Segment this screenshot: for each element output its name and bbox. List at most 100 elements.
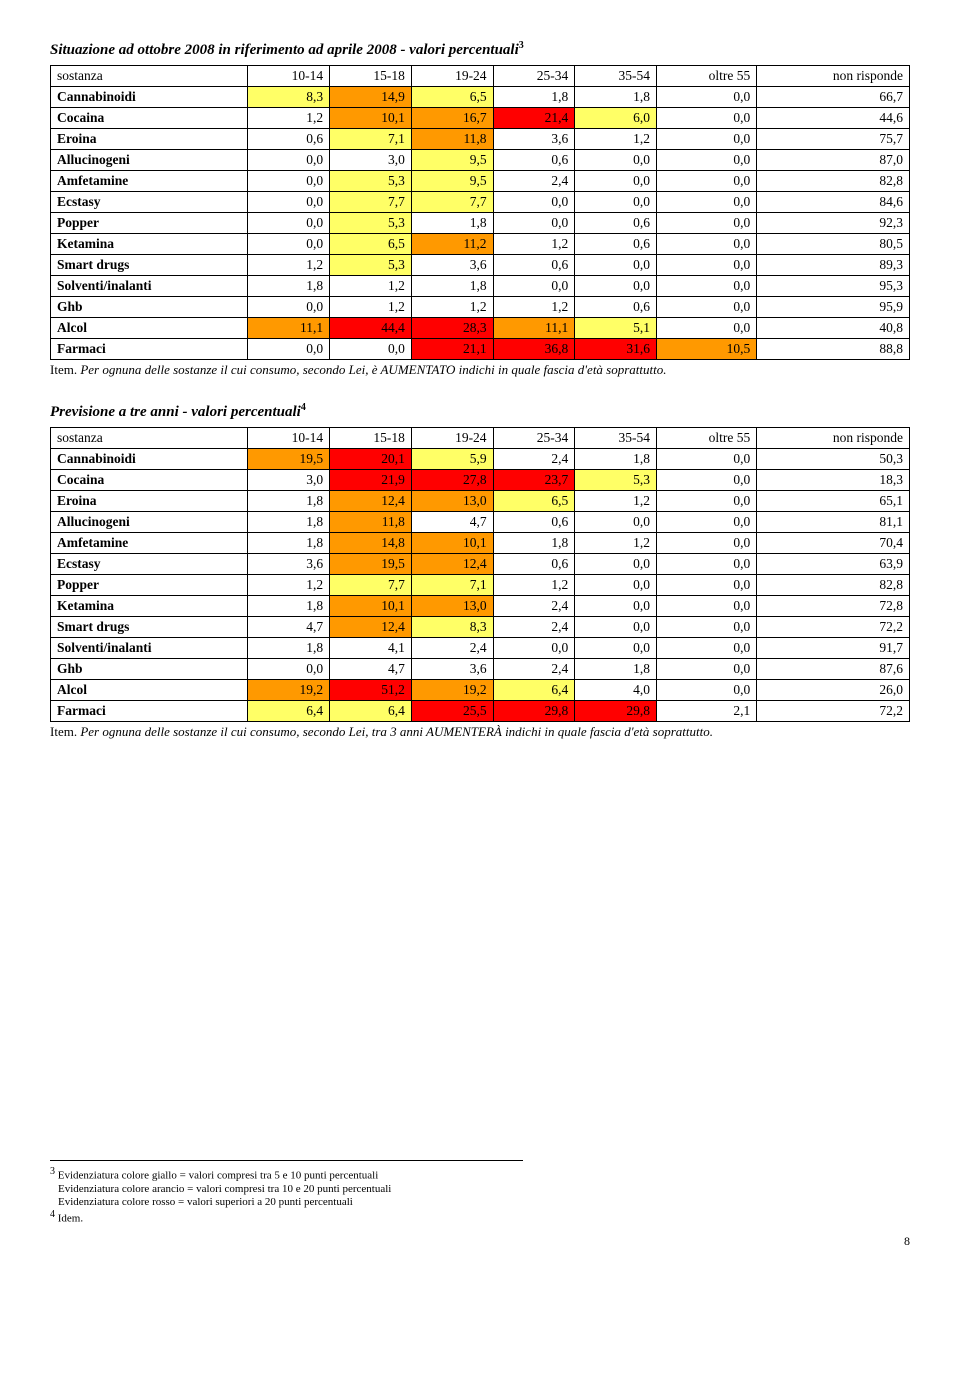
data-cell: 27,8 [411,470,493,491]
data-cell: 0,0 [575,554,657,575]
data-cell: 0,0 [575,255,657,276]
data-cell: 2,4 [493,659,575,680]
table-row: Ecstasy3,619,512,40,60,00,063,9 [51,554,910,575]
data-cell: 3,0 [248,470,330,491]
row-label: Smart drugs [51,255,248,276]
data-cell: 66,7 [757,87,910,108]
data-cell: 0,0 [656,575,756,596]
data-cell: 23,7 [493,470,575,491]
data-cell: 0,0 [248,213,330,234]
data-cell: 0,0 [248,339,330,360]
data-cell: 0,0 [656,638,756,659]
data-cell: 0,0 [656,449,756,470]
data-cell: 0,0 [656,108,756,129]
data-cell: 0,0 [575,192,657,213]
data-cell: 21,1 [411,339,493,360]
data-cell: 72,8 [757,596,910,617]
data-cell: 0,0 [656,171,756,192]
fn3-line3: Evidenziatura colore rosso = valori supe… [50,1196,523,1208]
data-cell: 0,0 [575,596,657,617]
data-cell: 2,4 [493,171,575,192]
data-cell: 40,8 [757,318,910,339]
data-cell: 1,8 [493,533,575,554]
data-cell: 75,7 [757,129,910,150]
table2-title-sup: 4 [301,402,306,413]
data-cell: 5,3 [575,470,657,491]
data-cell: 0,0 [248,659,330,680]
data-cell: 10,1 [411,533,493,554]
data-cell: 0,0 [656,680,756,701]
data-cell: 0,0 [656,554,756,575]
data-cell: 88,8 [757,339,910,360]
row-label: Allucinogeni [51,150,248,171]
data-cell: 84,6 [757,192,910,213]
data-cell: 0,0 [656,129,756,150]
column-header: 19-24 [411,66,493,87]
data-cell: 10,5 [656,339,756,360]
data-cell: 70,4 [757,533,910,554]
row-label: Farmaci [51,339,248,360]
data-cell: 0,0 [493,276,575,297]
data-cell: 10,1 [330,108,412,129]
data-cell: 8,3 [248,87,330,108]
data-cell: 80,5 [757,234,910,255]
table1-title-sup: 3 [519,40,524,51]
data-cell: 72,2 [757,617,910,638]
row-label: Amfetamine [51,171,248,192]
data-cell: 5,1 [575,318,657,339]
table2-title-text: Previsione a tre anni - valori percentua… [50,404,301,420]
row-label: Cocaina [51,470,248,491]
data-cell: 0,0 [656,87,756,108]
data-cell: 0,6 [493,512,575,533]
data-cell: 3,6 [411,659,493,680]
data-cell: 9,5 [411,171,493,192]
data-cell: 1,2 [493,575,575,596]
data-cell: 7,7 [411,192,493,213]
table2-item-line: Item. Per ognuna delle sostanze il cui c… [50,724,910,740]
table-row: Alcol11,144,428,311,15,10,040,8 [51,318,910,339]
data-cell: 12,4 [411,554,493,575]
data-cell: 1,8 [411,213,493,234]
data-cell: 19,5 [330,554,412,575]
data-cell: 20,1 [330,449,412,470]
table-row: Eroina1,812,413,06,51,20,065,1 [51,491,910,512]
row-label: Popper [51,575,248,596]
data-cell: 44,6 [757,108,910,129]
data-cell: 1,8 [248,596,330,617]
fn3-line2: Evidenziatura colore arancio = valori co… [50,1183,523,1195]
item-label: Item. [50,724,80,739]
row-label: Popper [51,213,248,234]
data-cell: 6,4 [248,701,330,722]
footnote-3: 3 Evidenziatura colore giallo = valori c… [50,1166,523,1182]
data-cell: 1,2 [575,533,657,554]
data-cell: 1,2 [330,297,412,318]
data-cell: 0,0 [656,276,756,297]
footnotes: 3 Evidenziatura colore giallo = valori c… [50,1160,523,1224]
page-number: 8 [50,1234,910,1249]
data-cell: 11,2 [411,234,493,255]
item-label: Item. [50,362,80,377]
data-cell: 0,0 [656,659,756,680]
row-label: Ghb [51,297,248,318]
row-label: Cannabinoidi [51,87,248,108]
column-header: 25-34 [493,66,575,87]
table1-title-text: Situazione ad ottobre 2008 in riferiment… [50,42,519,58]
table-row: Ketamina1,810,113,02,40,00,072,8 [51,596,910,617]
data-cell: 0,0 [656,297,756,318]
data-cell: 29,8 [575,701,657,722]
data-cell: 1,8 [493,87,575,108]
data-cell: 7,1 [330,129,412,150]
column-header: 35-54 [575,428,657,449]
table-row: Ghb0,01,21,21,20,60,095,9 [51,297,910,318]
data-cell: 9,5 [411,150,493,171]
fn4-text: Idem. [55,1212,83,1224]
data-cell: 50,3 [757,449,910,470]
data-cell: 11,8 [330,512,412,533]
data-cell: 0,0 [330,339,412,360]
row-label: Alcol [51,680,248,701]
row-label: Ecstasy [51,554,248,575]
table-row: Popper0,05,31,80,00,60,092,3 [51,213,910,234]
data-cell: 0,0 [656,512,756,533]
data-cell: 5,9 [411,449,493,470]
data-cell: 0,0 [248,297,330,318]
